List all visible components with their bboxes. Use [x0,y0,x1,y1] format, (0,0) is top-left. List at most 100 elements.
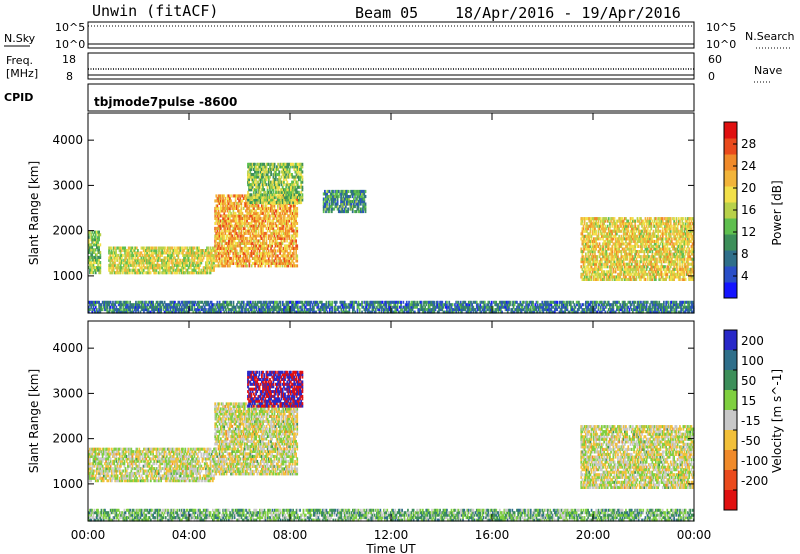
power-cell [281,264,284,268]
power-cell [285,167,288,171]
power-cell [642,250,645,254]
power-cell [120,268,123,272]
power-cell [271,224,273,228]
power-cell [220,209,222,213]
power-cell [267,211,270,215]
power-cell [289,173,292,177]
power-cell [264,251,267,255]
power-cell [335,195,338,199]
power-cell [253,206,255,210]
power-cell [630,252,633,256]
power-cell [271,219,273,223]
power-cell [293,206,295,210]
power-cell [270,221,272,225]
power-cell [689,227,692,231]
power-cell [680,270,682,274]
power-cell [278,183,281,187]
power-cell [178,271,181,275]
power-cell [658,277,661,281]
power-cell [691,237,694,241]
power-cell [267,180,270,184]
power-cell [287,229,289,233]
power-cell [238,229,240,233]
power-cell [620,239,623,243]
power-cell [637,224,640,228]
power-cell [152,251,154,255]
power-cell [154,246,157,250]
power-cell [214,241,216,245]
power-cell [601,250,603,254]
power-cell [661,229,664,233]
power-cell [599,260,602,264]
power-cell [296,221,299,225]
power-cell [280,246,283,250]
power-cell [667,219,670,223]
power-cell [125,253,128,257]
power-cell [671,262,673,266]
power-cell [589,222,592,226]
power-cell [267,226,270,230]
power-cell [281,224,284,228]
power-cell [192,249,195,253]
power-cell [638,277,641,281]
power-cell [659,224,662,228]
power-cell [289,209,292,213]
power-cell [664,250,666,254]
power-cell [130,253,132,257]
power-cell [290,209,293,213]
power-cell [616,242,618,246]
power-cell [92,248,95,252]
power-cell [290,246,293,250]
power-cell [688,227,690,231]
power-cell [243,251,246,255]
power-cell [188,246,191,250]
power-cell [330,210,333,214]
power-cell [288,170,291,174]
power-cell [659,255,662,259]
power-cell [676,262,679,266]
power-cell [255,251,257,255]
power-cell [198,253,200,257]
power-cell [272,249,275,253]
power-cell [171,261,174,265]
power-cell [599,265,602,269]
power-cell [652,222,655,226]
power-cell [249,175,252,179]
power-cell [277,180,279,184]
power-cell [353,202,355,206]
power-cell [634,224,636,228]
power-cell [252,183,255,187]
power-cell [641,219,643,223]
power-cell [593,247,595,251]
power-cell [153,256,155,260]
power-cell [675,217,678,221]
power-cell [233,244,236,248]
power-cell [125,256,128,260]
power-cell [115,256,117,260]
power-cell [599,257,602,261]
power-cell [118,258,121,262]
power-cell [606,239,609,243]
power-cell [301,162,304,166]
power-cell [120,253,123,257]
power-cell [679,272,681,276]
power-cell [601,275,603,279]
power-cell [285,264,287,268]
power-cell [234,194,237,198]
power-cell [255,229,257,233]
power-cell [88,235,90,239]
power-cell [235,201,238,205]
power-cell [149,256,152,260]
power-cell [248,188,250,192]
power-cell [133,258,136,262]
power-cell [595,272,597,276]
power-cell [217,194,220,198]
power-cell [184,246,187,250]
power-cell [240,201,243,205]
power-cell [146,246,148,250]
power-cell [257,180,260,184]
power-cell [279,188,282,192]
power-cell [626,277,628,281]
power-cell [90,303,92,307]
power-cell [90,238,92,242]
